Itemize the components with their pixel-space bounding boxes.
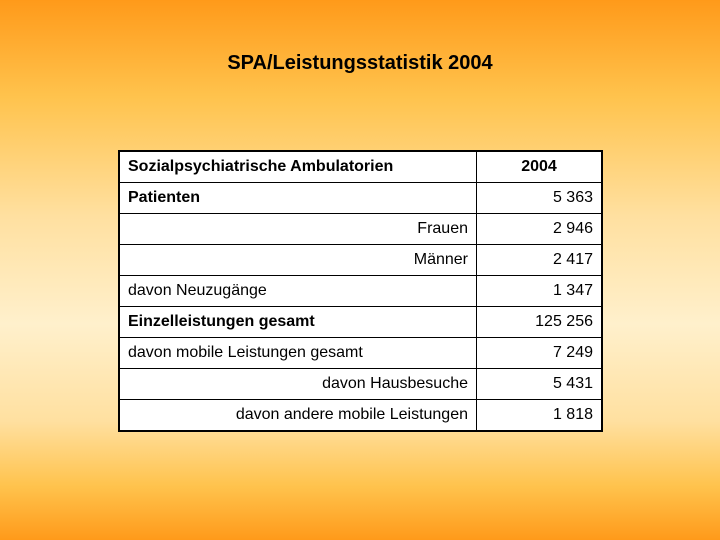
slide-title: SPA/Leistungsstatistik 2004 [0,52,720,75]
table-row: Männer 2 417 [120,244,601,275]
row-label: Männer [120,245,477,275]
table-row: davon Neuzugänge 1 347 [120,275,601,306]
row-value: 1 818 [477,400,601,430]
table-row: davon andere mobile Leistungen 1 818 [120,399,601,430]
row-label: Frauen [120,214,477,244]
table-row: davon mobile Leistungen gesamt 7 249 [120,337,601,368]
slide-title-text: SPA/Leistungsstatistik 2004 [227,52,492,74]
row-value: 5 363 [477,183,601,213]
row-value: 2 946 [477,214,601,244]
row-value: 1 347 [477,276,601,306]
table-row: davon Hausbesuche 5 431 [120,368,601,399]
row-value: 125 256 [477,307,601,337]
table-row: Frauen 2 946 [120,213,601,244]
row-value: 5 431 [477,369,601,399]
table-row: Patienten 5 363 [120,182,601,213]
row-label: davon Neuzugänge [120,276,477,306]
table-header-row: Sozialpsychiatrische Ambulatorien 2004 [120,152,601,182]
row-label: davon Hausbesuche [120,369,477,399]
header-value: 2004 [477,152,601,182]
row-label: Patienten [120,183,477,213]
header-label: Sozialpsychiatrische Ambulatorien [120,152,477,182]
row-value: 2 417 [477,245,601,275]
row-label: davon andere mobile Leistungen [120,400,477,430]
stats-table: Sozialpsychiatrische Ambulatorien 2004 P… [118,150,603,432]
table-row: Einzelleistungen gesamt 125 256 [120,306,601,337]
row-value: 7 249 [477,338,601,368]
row-label: Einzelleistungen gesamt [120,307,477,337]
row-label: davon mobile Leistungen gesamt [120,338,477,368]
